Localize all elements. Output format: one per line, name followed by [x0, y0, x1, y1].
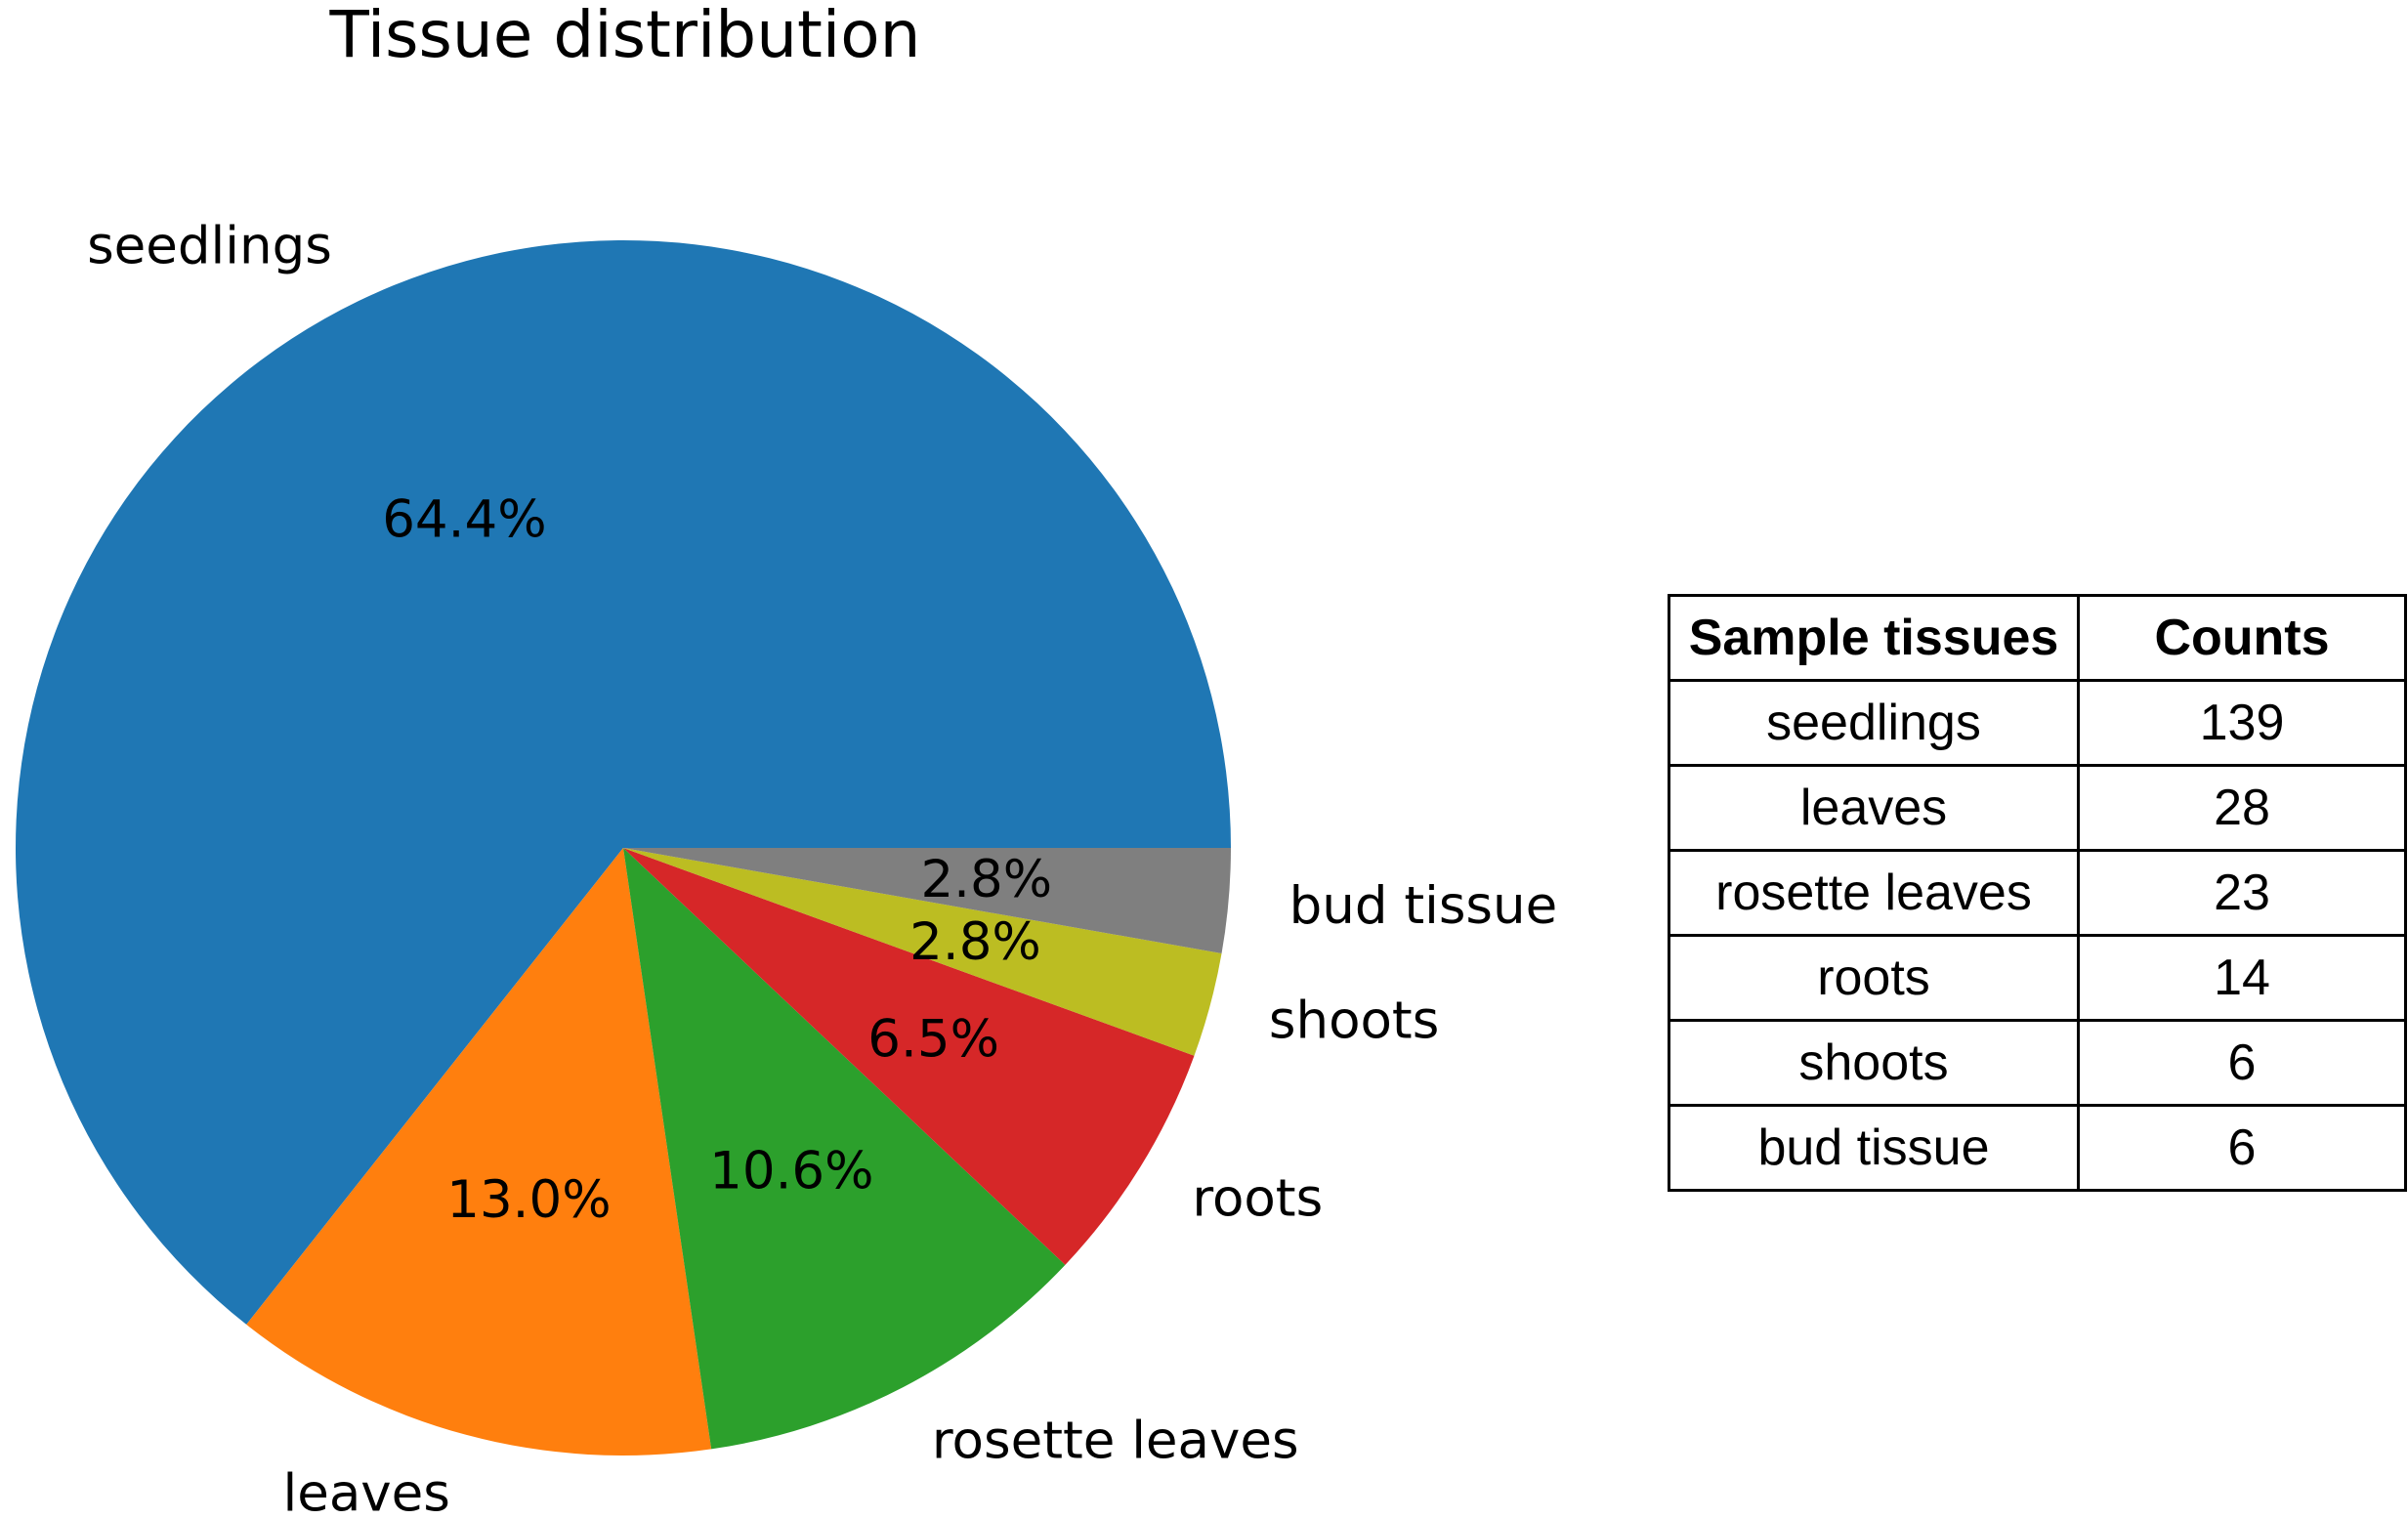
pie-slice-leaves: [246, 848, 712, 1456]
table-cell-count: 28: [2077, 764, 2407, 852]
table-row: roots 14: [1668, 934, 2407, 1022]
category-label-shoots: shoots: [1269, 992, 1439, 1051]
table-row: shoots 6: [1668, 1019, 2407, 1107]
table-row: leaves 28: [1668, 764, 2407, 852]
table-cell-tissue: shoots: [1668, 1019, 2080, 1107]
pie-slice-roots: [623, 848, 1195, 1265]
pie-slice-bud-tissue: [623, 848, 1231, 954]
table-cell-tissue: roots: [1668, 934, 2080, 1022]
table-cell-count: 139: [2077, 679, 2407, 767]
category-label-bud-tissue: bud tissue: [1289, 876, 1558, 936]
table-cell-tissue: rosette leaves: [1668, 849, 2080, 937]
percent-label-leaves: 13.0%: [446, 1170, 611, 1230]
pie-slices: [16, 239, 1232, 1456]
percent-label-roots: 6.5%: [867, 1009, 999, 1069]
category-label-rosette-leaves: rosette leaves: [932, 1411, 1299, 1470]
table-cell-count: 14: [2077, 934, 2407, 1022]
sample-counts-table: Sample tissues Counts seedlings 139 leav…: [1668, 594, 2407, 1192]
category-label-leaves: leaves: [283, 1463, 450, 1519]
table-row: seedlings 139: [1668, 679, 2407, 767]
table-cell-count: 6: [2077, 1104, 2407, 1192]
percent-label-seedlings: 64.4%: [382, 490, 546, 550]
pie-slice-seedlings: [16, 239, 1232, 1325]
percent-label-shoots: 2.8%: [909, 912, 1041, 972]
percent-label-bud-tissue: 2.8%: [920, 850, 1052, 909]
table-row: rosette leaves 23: [1668, 849, 2407, 937]
category-label-roots: roots: [1192, 1169, 1323, 1229]
percent-label-rosette-leaves: 10.6%: [709, 1142, 873, 1202]
table-header-row: Sample tissues Counts: [1668, 594, 2407, 682]
table-cell-tissue: bud tissue: [1668, 1104, 2080, 1192]
pie-slice-rosette-leaves: [623, 848, 1066, 1450]
table-cell-count: 6: [2077, 1019, 2407, 1107]
table-cell-tissue: seedlings: [1668, 679, 2080, 767]
header-sample-tissues: Sample tissues: [1668, 594, 2080, 682]
pie-slice-shoots: [623, 848, 1222, 1056]
header-counts: Counts: [2077, 594, 2407, 682]
table-row: bud tissue 6: [1668, 1104, 2407, 1192]
category-label-seedlings: seedlings: [87, 217, 332, 276]
chart-title: Tissue distribution: [329, 0, 921, 72]
table-cell-tissue: leaves: [1668, 764, 2080, 852]
table-cell-count: 23: [2077, 849, 2407, 937]
category-labels: seedlings leaves rosette leaves roots shoots…: [87, 217, 1557, 1519]
percent-labels: 64.4% 13.0% 10.6% 6.5% 2.8%2.8%: [382, 490, 1052, 1230]
